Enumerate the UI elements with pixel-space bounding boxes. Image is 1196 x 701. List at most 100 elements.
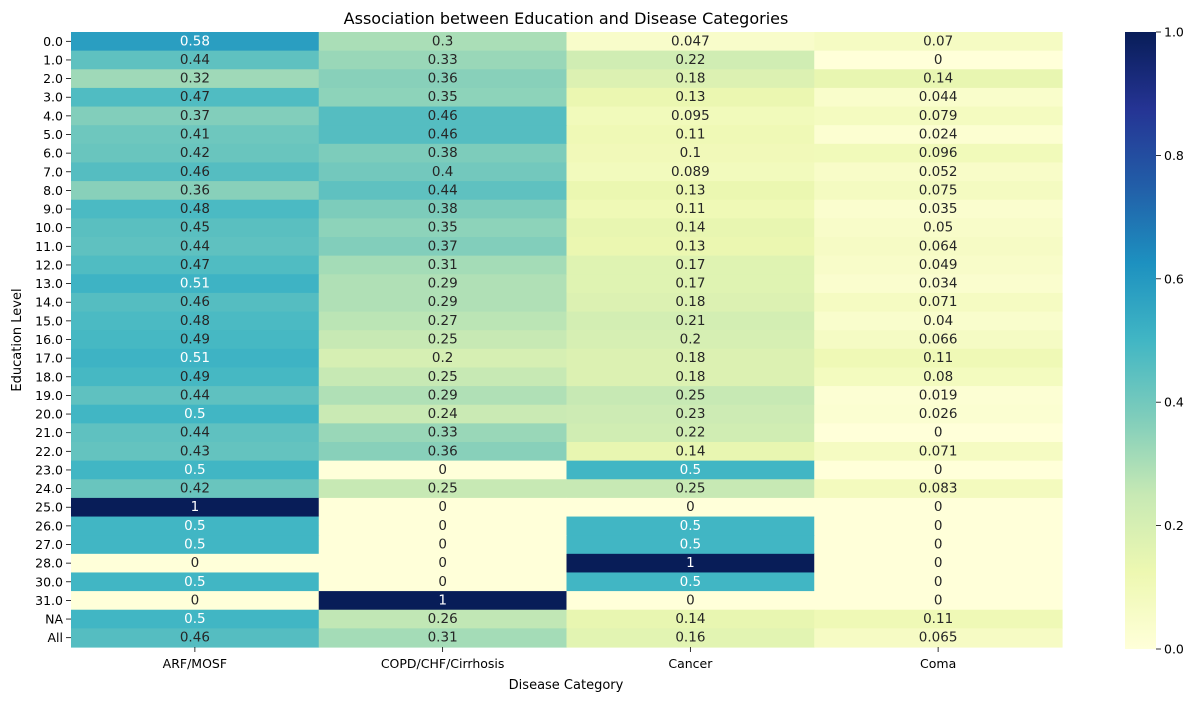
cell-value-label: 0.24: [428, 406, 458, 422]
heatmap-cell: [814, 442, 1063, 462]
y-tick-label: 12.0: [35, 257, 63, 272]
y-axis-label: Education Level: [10, 288, 25, 391]
heatmap-cell: [814, 404, 1063, 424]
heatmap-cell: [814, 553, 1063, 574]
cell-value-label: 0.05: [923, 220, 953, 236]
y-tick-label: 22.0: [35, 444, 63, 459]
heatmap-cell: [71, 348, 320, 369]
heatmap-cell: [318, 255, 568, 275]
cell-value-label: 0.42: [180, 145, 210, 161]
cell-value-label: 0.07: [923, 33, 953, 49]
heatmap-cell: [566, 106, 815, 126]
x-tick-label: Cancer: [668, 656, 713, 671]
cell-value-label: 0.5: [184, 406, 205, 422]
cell-value-label: 0.46: [428, 127, 458, 143]
cell-value-label: 0.14: [675, 443, 705, 459]
cell-value-label: 0: [191, 555, 200, 571]
heatmap-cell: [71, 255, 320, 275]
heatmap-cell: [318, 106, 568, 126]
cell-value-label: 0.33: [428, 425, 458, 441]
heatmap-cell: [566, 292, 815, 313]
cell-value-label: 0.46: [180, 630, 210, 646]
colorbar-tick-label: 0.0: [1164, 642, 1184, 657]
y-tick-label: 20.0: [35, 407, 63, 422]
heatmap-cell: [814, 181, 1063, 201]
cell-value-label: 0.5: [184, 611, 205, 627]
cell-value-label: 0.29: [428, 294, 458, 310]
cell-value-label: 0.04: [923, 313, 953, 329]
heatmap-cell: [71, 516, 320, 536]
heatmap-cell: [814, 516, 1063, 536]
heatmap-cell: [566, 460, 815, 480]
cell-value-label: 0.35: [428, 89, 458, 105]
y-tick-label: 27.0: [35, 537, 63, 552]
cell-value-label: 0.17: [675, 257, 705, 273]
cell-value-label: 1: [686, 555, 695, 571]
cell-value-label: 0.32: [180, 71, 210, 87]
heatmap-cell: [71, 628, 320, 648]
cell-value-label: 0.43: [180, 443, 210, 459]
heatmap-cell: [318, 218, 568, 238]
y-tick-label: All: [48, 630, 64, 645]
cell-value-label: 0.44: [180, 387, 210, 403]
cell-value-label: 0.44: [180, 238, 210, 254]
cell-value-label: 0.46: [180, 294, 210, 310]
cell-value-label: 0.3: [432, 33, 453, 49]
cell-value-label: 0: [191, 592, 200, 608]
y-tick-label: 21.0: [35, 425, 63, 440]
cell-value-label: 0.5: [680, 518, 701, 534]
cell-value-label: 0.35: [428, 220, 458, 236]
heatmap-cell: [566, 497, 815, 518]
heatmap-cell: [71, 292, 320, 313]
heatmap-cell: [71, 367, 320, 387]
cell-value-label: 0.47: [180, 257, 210, 273]
chart-title: Association between Education and Diseas…: [344, 9, 789, 28]
cell-value-label: 0.08: [923, 369, 953, 385]
y-tick-label: 19.0: [35, 388, 63, 403]
heatmap-cell: [566, 535, 815, 555]
heatmap-cell: [71, 199, 320, 219]
heatmap-cell: [71, 311, 320, 331]
heatmap-cell: [566, 181, 815, 201]
cell-value-label: 0.42: [180, 481, 210, 497]
heatmap-cell: [71, 87, 320, 108]
cell-value-label: 0.29: [428, 276, 458, 292]
cell-value-label: 0.38: [428, 201, 458, 217]
heatmap-cell: [318, 386, 568, 406]
y-tick-label: 31.0: [35, 593, 63, 608]
heatmap-cell: [814, 143, 1063, 164]
cell-value-label: 0: [438, 574, 447, 590]
heatmap-cell: [814, 218, 1063, 238]
heatmap-cell: [814, 367, 1063, 387]
heatmap-cell: [71, 572, 320, 592]
cell-value-label: 0: [934, 425, 943, 441]
cell-value-label: 0.36: [180, 182, 210, 198]
heatmap-cell: [814, 69, 1063, 89]
cell-value-label: 0.44: [428, 182, 458, 198]
cell-value-label: 0.064: [919, 238, 958, 254]
heatmap-cell: [71, 237, 320, 257]
cell-value-label: 0.14: [923, 71, 953, 87]
heatmap-cell: [566, 199, 815, 219]
heatmap-cell: [71, 460, 320, 480]
cell-value-label: 0.51: [180, 276, 210, 292]
cell-value-label: 0.27: [428, 313, 458, 329]
cell-value-label: 0.44: [180, 425, 210, 441]
cell-value-label: 0: [438, 462, 447, 478]
cell-value-label: 0.079: [919, 108, 958, 124]
heatmap-cell: [566, 609, 815, 629]
heatmap-cell: [71, 181, 320, 201]
y-tick-label: 2.0: [43, 71, 63, 86]
heatmap-cell: [71, 609, 320, 629]
heatmap-cell: [71, 553, 320, 574]
y-tick-label: 4.0: [43, 108, 63, 123]
cell-value-label: 0: [934, 462, 943, 478]
cell-value-label: 0.22: [675, 425, 705, 441]
colorbar-tick-label: 0.4: [1164, 395, 1184, 410]
heatmap-cell: [318, 162, 568, 182]
cell-value-label: 0.58: [180, 33, 210, 49]
heatmap-cell: [814, 162, 1063, 182]
colorbar-tick-label: 0.8: [1164, 148, 1184, 163]
heatmap-cell: [814, 125, 1063, 145]
y-tick-label: 18.0: [35, 369, 63, 384]
